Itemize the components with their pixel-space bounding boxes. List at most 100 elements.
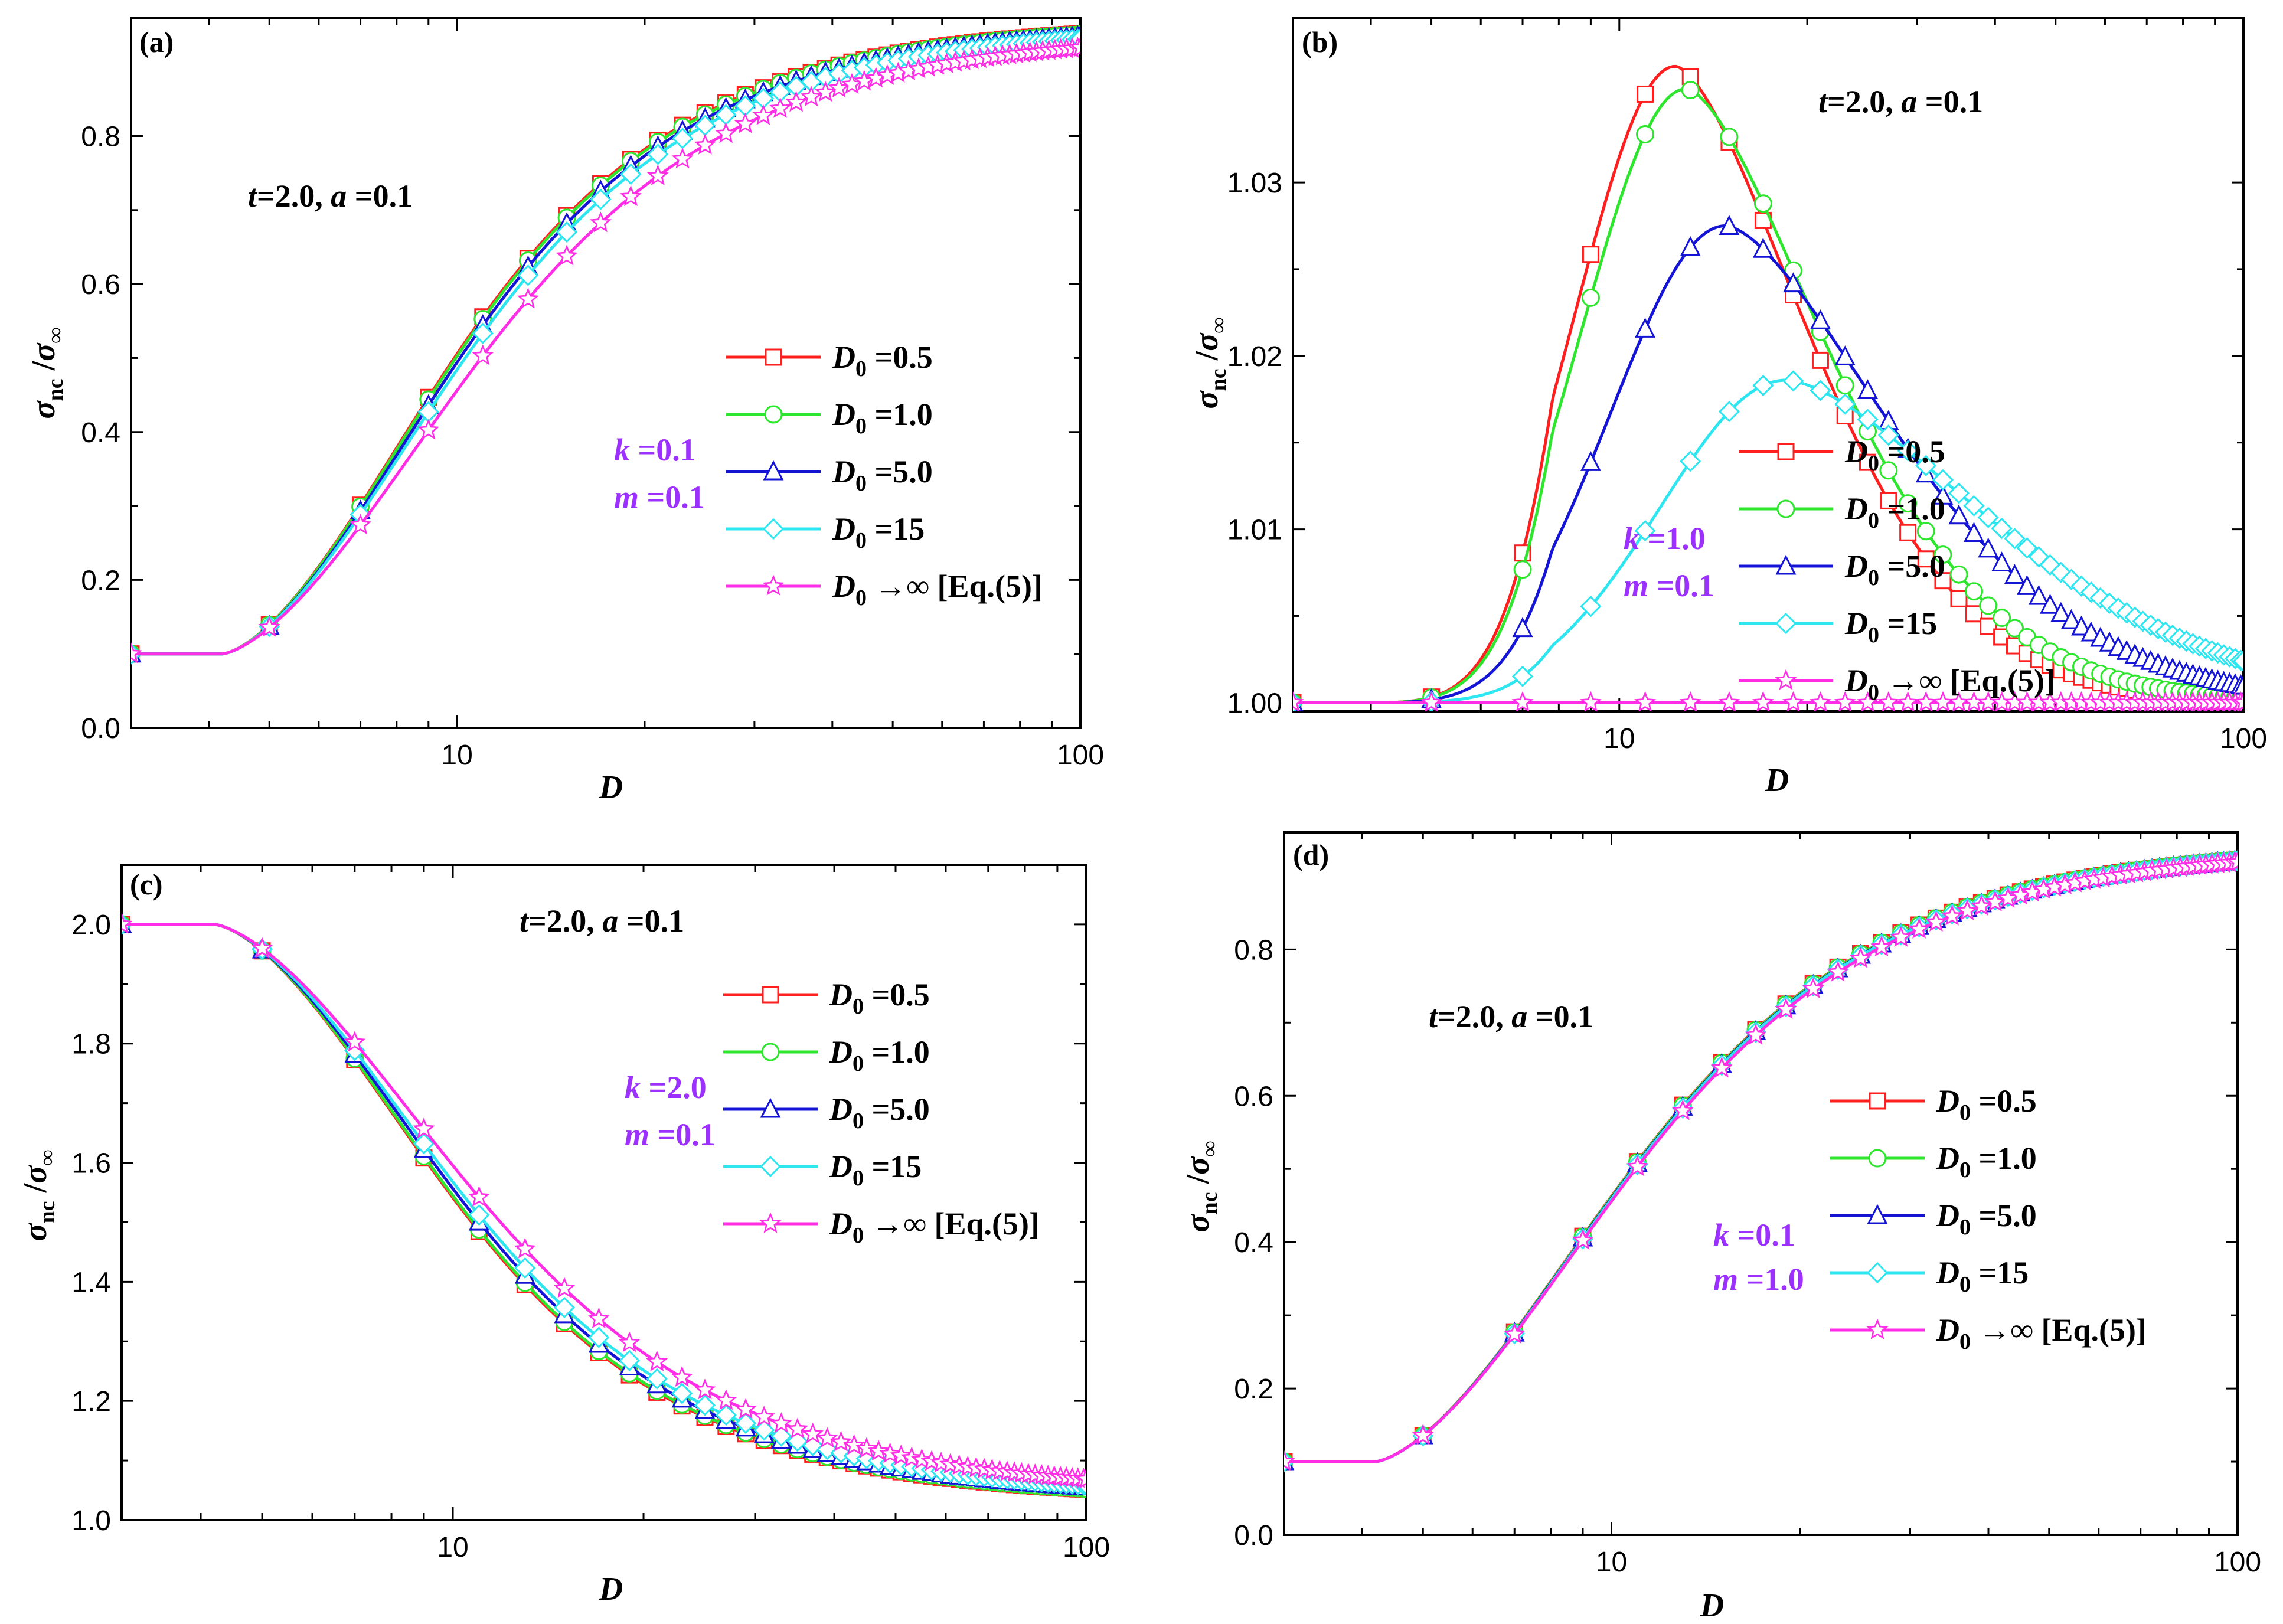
series-marker-diamond — [1752, 374, 1774, 397]
y-tick-label: 0.4 — [1234, 1227, 1273, 1259]
series-marker-circle — [1933, 545, 1952, 564]
series-marker-diamond — [514, 1257, 536, 1279]
series-group — [1284, 849, 2238, 1473]
legend-marker-square — [1869, 1092, 1886, 1110]
series-marker-triangle — [1857, 379, 1878, 400]
legend-marker-star — [1866, 1318, 1889, 1339]
y-tick-label: 1.0 — [71, 1505, 111, 1537]
series-marker-diamond — [715, 1404, 737, 1426]
series-marker-star — [514, 1237, 536, 1259]
series-marker-star — [752, 104, 775, 125]
series-marker-star — [694, 1378, 716, 1400]
y-axis-title: σnc /σ∞ — [1180, 1141, 1222, 1232]
series-marker-triangle — [1948, 504, 1970, 525]
series-marker-triangle — [1752, 237, 1774, 258]
m-param: m =0.1 — [625, 1117, 716, 1152]
legend: D0 =0.5 D0 =1.0 D0 =5.0 D0 =15 D0 →∞ [Eq.(5)… — [1830, 1083, 2147, 1354]
legend-marker-triangle — [760, 1097, 781, 1118]
series-marker-star — [1970, 894, 1993, 916]
series-marker-diamond — [1580, 596, 1602, 617]
y-tick-label: 2.0 — [71, 910, 111, 941]
x-axis-title: D — [1700, 1587, 1724, 1624]
legend-entry: D0 →∞ [Eq.(5)] — [832, 568, 1043, 610]
series-marker-square — [1950, 590, 1968, 607]
legend-marker-square — [762, 986, 779, 1004]
series-marker-star — [468, 1185, 490, 1207]
legend-marker-triangle — [1775, 554, 1797, 575]
legend-entry: D0 =5.0 — [829, 1092, 930, 1133]
series-marker-circle — [1916, 522, 1935, 541]
series-marker-triangle — [1680, 236, 1701, 256]
series-marker-diamond — [1963, 495, 1985, 517]
series-marker-triangle — [1834, 345, 1856, 365]
legend-marker-diamond — [1775, 612, 1797, 635]
params-text: t=2.0, a =0.1 — [1429, 999, 1593, 1034]
series-marker-star — [715, 1389, 737, 1410]
series-marker-star — [1897, 691, 1919, 711]
series-marker-circle — [1979, 596, 1998, 615]
series-marker-star — [1626, 1155, 1648, 1177]
series-marker-star — [1850, 947, 1872, 968]
series-marker-star — [1827, 960, 1849, 982]
series-marker-star — [1511, 691, 1534, 711]
k-param: k =0.1 — [1713, 1217, 1795, 1253]
series-line-star — [1284, 861, 2238, 1463]
y-tick-label: 0.6 — [81, 269, 120, 300]
series-marker-square — [1637, 85, 1654, 103]
series-marker-star — [618, 1331, 641, 1352]
series-marker-star — [816, 1427, 838, 1448]
series-marker-star — [413, 1117, 435, 1139]
series-marker-star — [1579, 691, 1602, 711]
series-marker-diamond — [2232, 650, 2243, 672]
series-marker-diamond — [1897, 440, 1919, 462]
series-marker-diamond — [2004, 528, 2026, 550]
series-marker-star — [131, 642, 142, 664]
series-marker-star — [619, 185, 642, 207]
y-tick-label: 1.03 — [1227, 168, 1282, 199]
series-marker-star — [2226, 851, 2238, 872]
legend-marker-square — [1777, 443, 1795, 460]
series-line-square — [1284, 858, 2238, 1463]
series-marker-star — [843, 1434, 865, 1455]
legend-entry: D0 =5.0 — [832, 454, 933, 496]
y-axis-title: σnc /σ∞ — [1188, 317, 1231, 409]
y-tick-label: 0.0 — [1234, 1520, 1273, 1551]
panel-b: 10 100 1.00 1.01 1.02 1.03 (b) t=2.0, a =0.1 k =… — [1188, 17, 2267, 799]
series-marker-triangle — [1932, 485, 1954, 505]
legend: D0 =0.5 D0 =1.0 D0 =5.0 D0 =15 D0 →∞ [Eq.(5)… — [1739, 434, 2055, 705]
series-marker-diamond — [1977, 507, 1999, 528]
y-tick-label: 0.6 — [1234, 1081, 1273, 1112]
series-marker-diamond — [620, 163, 642, 185]
series-marker-diamond — [1680, 450, 1701, 472]
series-marker-square — [1859, 453, 1876, 471]
series-marker-diamond — [1991, 517, 2013, 540]
y-tick-label: 1.8 — [71, 1029, 111, 1060]
legend-marker-circle — [1868, 1149, 1887, 1168]
series-marker-circle — [1899, 494, 1918, 513]
x-tick-label: 10 — [1596, 1547, 1627, 1578]
series-marker-triangle — [2016, 575, 2037, 595]
series-line-diamond — [1284, 859, 2238, 1463]
series-marker-star — [671, 1365, 693, 1387]
y-tick-label: 0.8 — [1234, 934, 1273, 966]
series-marker-star — [1834, 691, 1856, 711]
series-marker-star — [800, 86, 822, 107]
legend-marker-square — [765, 348, 782, 366]
series-marker-star — [1069, 36, 1080, 57]
series-marker-circle — [1636, 125, 1655, 144]
panel-c: 10 100 1.0 1.2 1.4 1.6 1.8 2.0 (c) t=2.0, a =0.1 k… — [17, 864, 1110, 1607]
series-marker-star — [671, 148, 694, 169]
x-tick-label: 100 — [2220, 723, 2267, 754]
series-marker-star — [734, 112, 756, 133]
series-marker-diamond — [671, 1383, 693, 1404]
series-marker-diamond — [1857, 409, 1879, 430]
series-line-star — [122, 923, 1086, 1481]
series-marker-triangle — [1978, 537, 1999, 558]
series-marker-triangle — [2004, 564, 2025, 584]
series-marker-star — [1284, 1450, 1295, 1471]
series-marker-star — [1671, 1099, 1694, 1120]
series-marker-diamond — [1810, 380, 1831, 401]
series-marker-star — [1956, 899, 1978, 920]
series-marker-star — [734, 1398, 757, 1419]
